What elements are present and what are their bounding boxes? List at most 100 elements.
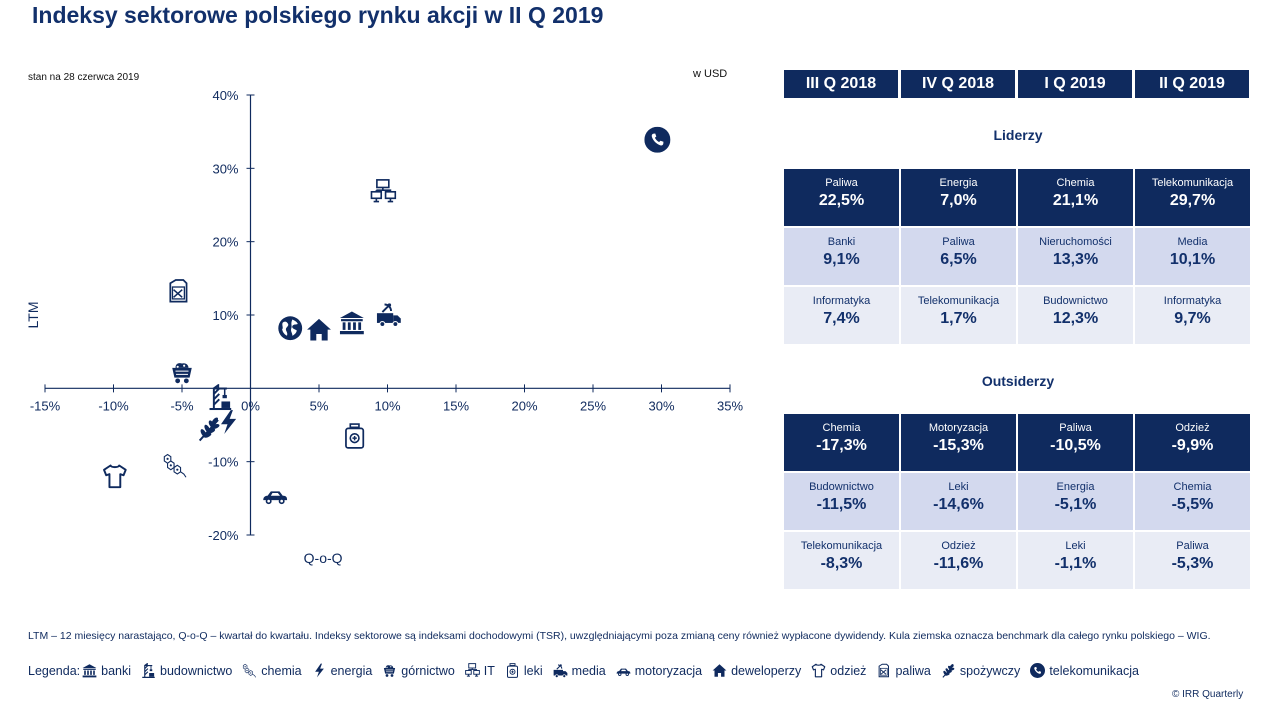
table-cell: Chemia 21,1% [1018,169,1133,226]
bank-icon [82,664,97,678]
sector-return: -10,5% [1050,437,1101,454]
sector-name: Telekomunikacja [917,295,1000,307]
sector-name: Paliwa [825,177,858,189]
scatter-point [172,363,192,384]
x-axis-label: Q-o-Q [304,550,343,566]
scatter-point [278,316,303,341]
crane-icon [209,384,232,411]
sector-return: -15,3% [933,437,984,454]
y-tick-label: -10% [208,455,239,470]
sector-name: Informatyka [812,295,871,307]
x-tick-label: 35% [717,398,743,413]
table-cell: Leki -14,6% [901,473,1016,530]
table-cell: Telekomunikacja 29,7% [1135,169,1250,226]
sector-return: 9,7% [1174,310,1211,327]
sector-name: Paliwa [1059,422,1092,434]
sector-return: 7,0% [940,192,977,209]
table-cell: Banki 9,1% [784,228,899,285]
sector-return: -14,6% [933,496,984,513]
table-cell: Motoryzacja -15,3% [901,414,1016,471]
crane-icon [142,663,155,678]
table-cell: Chemia -5,5% [1135,473,1250,530]
scatter-point [209,384,232,411]
legend-item-label: spożywczy [959,663,1021,678]
sector-name: Motoryzacja [928,422,989,434]
legend-item-label: leki [523,663,543,678]
car-icon [616,668,631,676]
table-cell: Paliwa -5,3% [1135,532,1250,589]
sector-return: -5,5% [1171,496,1214,513]
x-tick-label: 20% [511,398,537,413]
lightning-icon [314,663,324,678]
sector-name: Chemia [1173,481,1212,493]
sector-name: Informatyka [1163,295,1222,307]
sector-name: Odzież [1175,422,1210,434]
pill-bottle-icon [345,423,365,449]
table-cell: Budownictwo 12,3% [1018,287,1133,344]
sector-name: Leki [1065,540,1086,552]
sector-return: -11,6% [933,555,984,572]
legend-item-label: paliwa [895,663,931,678]
computers-icon [464,663,480,677]
shirt-icon [103,464,127,489]
sector-name: Nieruchomości [1039,236,1112,248]
sector-name: Paliwa [942,236,975,248]
legend-item: odzież [811,663,866,678]
legend-item: chemia [242,663,302,678]
legend-item: deweloperzy [712,663,801,678]
table-cell: Media 10,1% [1135,228,1250,285]
x-tick-label: 10% [374,398,400,413]
x-tick-label: 0% [241,398,260,413]
molecule-icon [163,453,187,478]
sector-name: Media [1177,236,1208,248]
as-of-date: stan na 28 czerwca 2019 [28,72,140,83]
mine-cart-icon [384,665,396,677]
y-tick-label: 10% [212,308,238,323]
scatter-point [644,126,671,153]
molecule-icon [243,663,257,678]
quarter-header: II Q 2019 [1135,70,1249,98]
sector-name: Chemia [1056,177,1095,189]
sector-return: -9,9% [1171,437,1214,454]
lightning-icon [220,410,237,434]
legend-item: IT [464,663,495,678]
x-tick-label: -10% [98,398,129,413]
quarter-header: I Q 2019 [1018,70,1132,98]
sector-return: -17,3% [816,437,867,454]
scatter-point [169,279,188,303]
sector-name: Budownictwo [1043,295,1108,307]
table-cell: Leki -1,1% [1018,532,1133,589]
icon-legend: Legenda: banki budownictwo chemia energia gó… [28,663,1149,678]
sector-return: 22,5% [818,192,865,209]
sector-name: Leki [948,481,969,493]
sector-return: -8,3% [820,555,863,572]
car-icon [263,491,288,505]
sector-name: Odzież [941,540,976,552]
x-tick-label: 5% [310,398,329,413]
sector-return: 29,7% [1169,192,1216,209]
legend-item-label: budownictwo [160,663,233,678]
legend-label: Legenda: [28,663,81,678]
legend-item: energia [312,663,372,678]
legend-item-label: chemia [261,663,302,678]
scatter-point [339,311,364,335]
sector-return: 9,1% [823,251,860,268]
legend-item: górnictwo [382,663,455,678]
table-cell: Budownictwo -11,5% [784,473,899,530]
sector-return: -5,1% [1054,496,1097,513]
scatter-point [220,410,237,434]
sector-return: 1,7% [940,310,977,327]
table-cell: Chemia -17,3% [784,414,899,471]
computers-icon [370,179,397,203]
sector-return: 21,1% [1052,192,1099,209]
sector-return: -11,5% [816,496,867,513]
house-icon [307,318,331,341]
table-cell: Paliwa 6,5% [901,228,1016,285]
sector-name: Budownictwo [809,481,874,493]
shirt-icon [811,663,826,678]
quarter-header: III Q 2018 [784,70,898,98]
fuel-can-icon [169,279,188,303]
x-tick-label: 15% [443,398,469,413]
legend-item-label: górnictwo [401,663,455,678]
y-tick-label: -20% [208,528,239,543]
